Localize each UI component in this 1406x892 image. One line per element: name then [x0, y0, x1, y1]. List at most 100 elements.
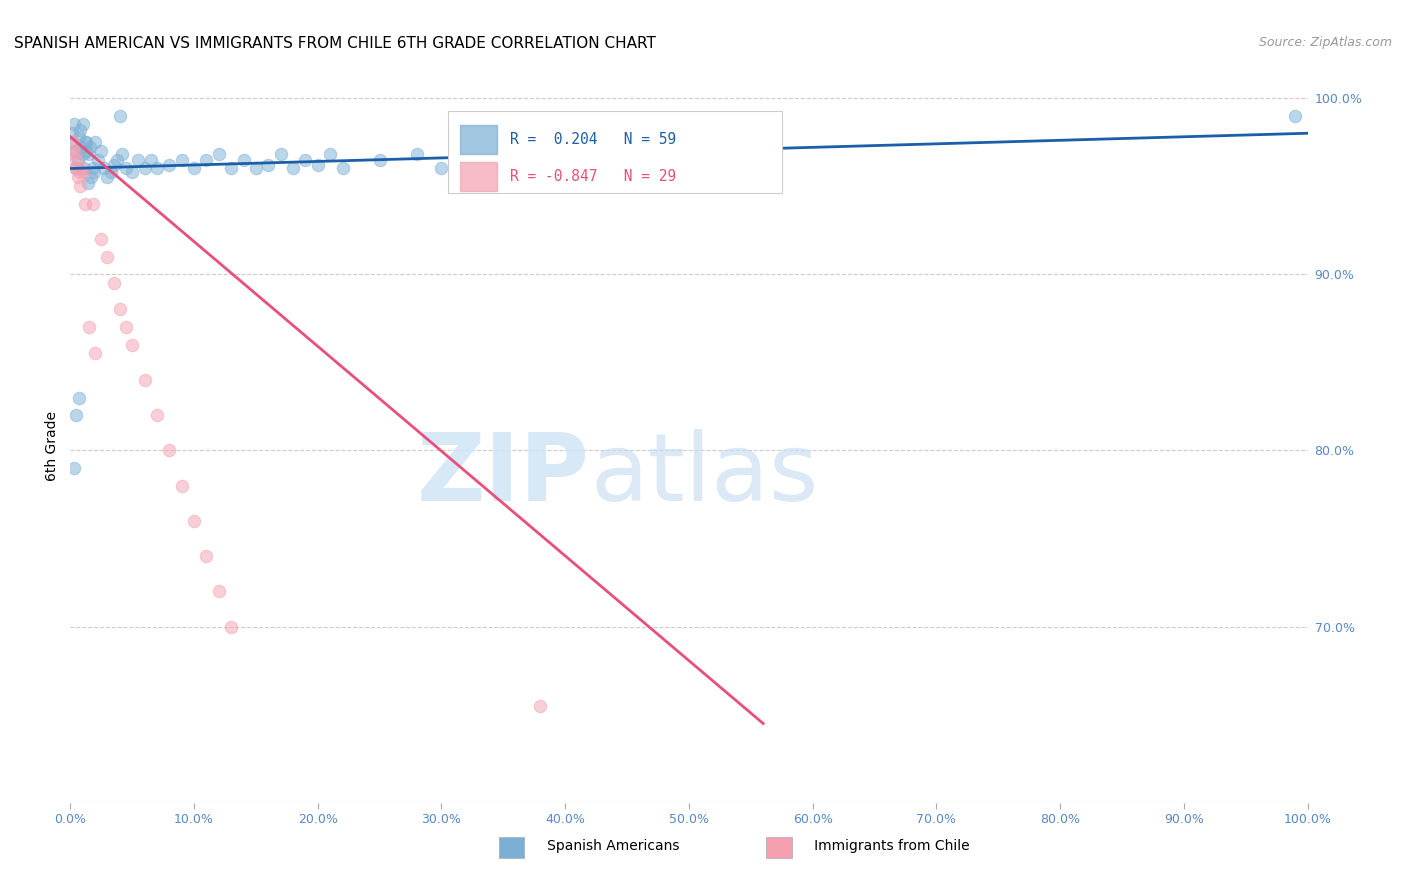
Point [72, 165, 94, 179]
Point [83, 165, 105, 179]
Point [139, 153, 162, 167]
Point [100, 165, 122, 179]
FancyBboxPatch shape [447, 111, 782, 193]
Point [73, 161, 96, 176]
Text: SPANISH AMERICAN VS IMMIGRANTS FROM CHILE 6TH GRADE CORRELATION CHART: SPANISH AMERICAN VS IMMIGRANTS FROM CHIL… [14, 36, 657, 51]
Point [67, 129, 90, 144]
Point [430, 161, 453, 176]
Point [134, 161, 156, 176]
Point [90, 144, 112, 158]
Point [96, 250, 118, 264]
Point [170, 478, 193, 492]
Text: ZIP: ZIP [418, 428, 591, 521]
Point [121, 337, 143, 351]
Point [72, 147, 94, 161]
Point [157, 158, 180, 172]
Point [77, 147, 100, 161]
Point [157, 443, 180, 458]
Point [111, 147, 134, 161]
Text: Source: ZipAtlas.com: Source: ZipAtlas.com [1258, 36, 1392, 49]
Point [82, 161, 104, 176]
Point [84, 135, 107, 149]
Point [405, 147, 427, 161]
Point [170, 153, 193, 167]
Point [270, 147, 292, 161]
Point [82, 196, 104, 211]
Point [72, 118, 94, 132]
Point [75, 144, 97, 158]
Point [108, 109, 131, 123]
Point [115, 320, 138, 334]
Point [281, 161, 304, 176]
Point [127, 153, 149, 167]
Point [219, 619, 242, 633]
Text: atlas: atlas [591, 428, 818, 521]
Point [105, 153, 128, 167]
Point [65, 161, 87, 176]
Y-axis label: 6th Grade: 6th Grade [45, 411, 59, 481]
Point [121, 165, 143, 179]
Point [232, 153, 254, 167]
Point [103, 276, 125, 290]
Point [86, 153, 108, 167]
Point [62, 135, 84, 149]
Point [1284, 109, 1306, 123]
Point [219, 161, 242, 176]
Point [63, 144, 86, 158]
Bar [460, 162, 498, 191]
Point [75, 196, 97, 211]
Point [75, 135, 97, 149]
Point [65, 408, 87, 422]
Text: R =  0.204   N = 59: R = 0.204 N = 59 [509, 132, 676, 147]
Point [84, 346, 107, 360]
Point [77, 320, 100, 334]
Text: Spanish Americans: Spanish Americans [534, 838, 679, 853]
Point [332, 161, 354, 176]
Point [62, 135, 84, 149]
Point [70, 140, 93, 154]
Point [63, 118, 86, 132]
Point [93, 161, 115, 176]
Point [195, 153, 218, 167]
Point [79, 140, 101, 154]
Point [75, 135, 97, 149]
Point [183, 514, 205, 528]
Point [115, 161, 138, 176]
Point [66, 153, 89, 167]
Point [69, 179, 91, 194]
Point [134, 373, 156, 387]
Point [294, 153, 316, 167]
Text: Immigrants from Chile: Immigrants from Chile [801, 838, 970, 853]
Point [146, 161, 169, 176]
Point [60, 126, 83, 140]
Point [208, 584, 231, 599]
Point [319, 147, 342, 161]
Point [208, 147, 231, 161]
Point [195, 549, 218, 563]
Point [69, 122, 91, 136]
Point [529, 698, 551, 713]
Point [65, 144, 87, 158]
Point [65, 161, 87, 176]
Point [76, 176, 98, 190]
Point [245, 161, 267, 176]
Point [146, 408, 169, 422]
Point [183, 161, 205, 176]
Bar [460, 125, 498, 153]
Point [67, 165, 90, 179]
Text: R = -0.847   N = 29: R = -0.847 N = 29 [509, 169, 676, 184]
Point [368, 153, 391, 167]
Point [257, 158, 280, 172]
Point [96, 170, 118, 185]
Point [66, 170, 89, 185]
Point [63, 461, 86, 475]
Point [63, 147, 86, 161]
Point [307, 158, 329, 172]
Point [80, 170, 103, 185]
Point [90, 232, 112, 246]
Point [103, 158, 125, 172]
Point [65, 153, 87, 167]
Point [67, 391, 90, 405]
Point [108, 302, 131, 317]
Point [70, 161, 93, 176]
